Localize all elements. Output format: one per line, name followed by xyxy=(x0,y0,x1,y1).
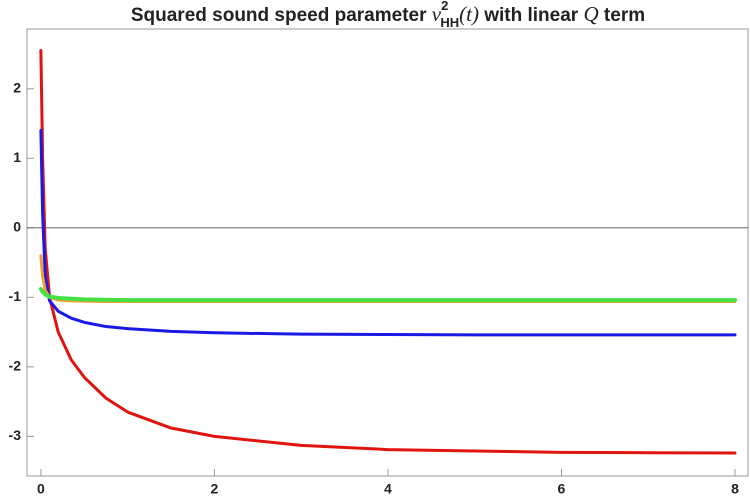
series-line xyxy=(39,128,737,337)
x-tick-label: 2 xyxy=(211,481,219,497)
title-sup: 2 xyxy=(441,0,448,13)
series-line xyxy=(38,286,737,303)
y-tick-label: 1 xyxy=(13,149,21,165)
title-math: (t) xyxy=(459,2,479,26)
y-tick-label: 0 xyxy=(13,219,21,235)
x-tick-label: 0 xyxy=(37,481,45,497)
chart-title: Squared sound speed parameter v2 HH(t) wi… xyxy=(131,0,645,30)
y-tick-label: -1 xyxy=(9,288,22,304)
x-tick-label: 6 xyxy=(558,481,566,497)
y-tick-label: 2 xyxy=(13,79,21,95)
x-tick-label: 8 xyxy=(731,481,739,497)
title-sub: HH xyxy=(440,15,459,30)
title-text: Squared sound speed parameter xyxy=(131,5,432,26)
title-text: term xyxy=(599,5,645,26)
title-math: Q xyxy=(583,2,598,26)
y-tick-label: -3 xyxy=(9,427,22,443)
series-line xyxy=(39,254,737,304)
plot-frame xyxy=(26,28,749,477)
y-tick-label: -2 xyxy=(9,358,22,374)
x-tick-label: 4 xyxy=(384,481,392,497)
title-text: with linear xyxy=(479,5,584,26)
title-math: v xyxy=(432,2,442,26)
series-line xyxy=(39,49,737,455)
